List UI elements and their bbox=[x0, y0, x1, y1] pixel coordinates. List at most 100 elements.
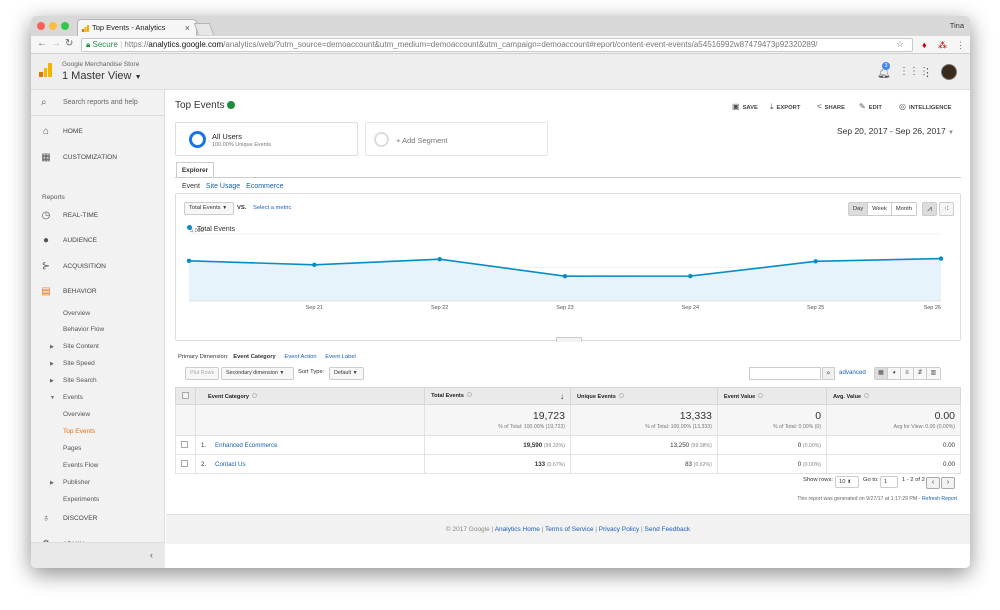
motion-chart-button[interactable]: ⁖ bbox=[939, 202, 954, 216]
sidebar-item-realtime[interactable]: ◷ REAL-TIME bbox=[31, 206, 165, 226]
export-button[interactable]: ⤓ EXPORT bbox=[770, 102, 800, 112]
subtab-site-usage[interactable]: Site Usage bbox=[205, 183, 241, 190]
performance-view-button[interactable]: ≡ bbox=[901, 368, 914, 379]
sidebar-sub-site-content[interactable]: ▶ Site Content bbox=[31, 339, 165, 355]
sidebar-search[interactable]: ⌕ Search reports and help bbox=[31, 90, 165, 116]
row-checkbox[interactable] bbox=[181, 459, 188, 467]
forward-icon[interactable]: → bbox=[51, 38, 61, 49]
help-icon[interactable] bbox=[618, 392, 624, 398]
dimension-event-label[interactable]: Event Label bbox=[325, 354, 356, 360]
view-selector[interactable]: 1 Master View ▼ bbox=[62, 70, 142, 82]
close-tab-icon[interactable]: × bbox=[184, 23, 190, 33]
select-all-checkbox[interactable] bbox=[182, 391, 189, 399]
sidebar-sub-experiments[interactable]: Experiments bbox=[31, 492, 165, 508]
prev-page-button[interactable]: ‹ bbox=[926, 477, 940, 489]
day-button[interactable]: Day bbox=[848, 203, 869, 215]
url-field[interactable]: 🔒︎ Secure | https://analytics.google.com… bbox=[81, 38, 913, 52]
new-tab-button[interactable] bbox=[193, 23, 215, 35]
sidebar-item-audience[interactable]: ● AUDIENCE bbox=[31, 231, 165, 251]
segment-all-users[interactable]: All Users 100.00% Unique Events bbox=[175, 122, 358, 156]
dimension-event-action[interactable]: Event Action bbox=[284, 354, 317, 360]
date-range-picker[interactable]: Sep 20, 2017 - Sep 26, 2017 ▼ bbox=[837, 126, 954, 136]
sidebar-item-customization[interactable]: ▦ CUSTOMIZATION bbox=[31, 148, 165, 168]
more-menu-icon[interactable]: ⋮ bbox=[922, 67, 933, 79]
show-rows-select[interactable]: 10 ⬍ bbox=[835, 476, 859, 488]
help-icon[interactable] bbox=[864, 392, 870, 398]
sidebar-sub-behavior-flow[interactable]: Behavior Flow bbox=[31, 322, 165, 338]
terms-link[interactable]: Terms of Service bbox=[545, 526, 594, 533]
sidebar-sub-site-search[interactable]: ▶ Site Search bbox=[31, 373, 165, 389]
primary-dimension-active[interactable]: Event Category bbox=[233, 354, 276, 360]
week-button[interactable]: Week bbox=[868, 203, 892, 215]
maximize-window-button[interactable] bbox=[61, 22, 69, 30]
sidebar-sub-events[interactable]: ▼ Events bbox=[31, 390, 165, 406]
sidebar-sub-top-events[interactable]: Top Events bbox=[31, 424, 165, 440]
tab-explorer[interactable]: Explorer bbox=[176, 162, 214, 178]
column-header-event-value[interactable]: Event Value bbox=[716, 387, 828, 405]
sidebar-item-discover[interactable]: ♁ DISCOVER bbox=[31, 509, 165, 529]
line-chart-button[interactable]: ⩘ bbox=[922, 202, 937, 216]
percentage-view-button[interactable]: ◕ bbox=[888, 368, 901, 379]
intelligence-button[interactable]: ◎ INTELLIGENCE bbox=[899, 102, 952, 111]
sidebar-sub-events-flow[interactable]: Events Flow bbox=[31, 458, 165, 474]
add-segment-button[interactable]: + Add Segment bbox=[365, 122, 548, 156]
profile-name[interactable]: Tina bbox=[949, 21, 964, 30]
event-category-link[interactable]: Contact Us bbox=[215, 460, 246, 468]
sidebar-sub-pages[interactable]: Pages bbox=[31, 441, 165, 457]
analytics-home-link[interactable]: Analytics Home bbox=[494, 526, 540, 533]
close-window-button[interactable] bbox=[37, 22, 45, 30]
refresh-report-link[interactable]: Refresh Report bbox=[921, 496, 957, 502]
subtab-event[interactable]: Event bbox=[182, 183, 200, 190]
bookmark-star-icon[interactable]: ☆ bbox=[896, 39, 905, 49]
help-icon[interactable] bbox=[758, 392, 764, 398]
reload-icon[interactable]: ↻ bbox=[65, 38, 74, 49]
sidebar-item-acquisition[interactable]: ⊱ ACQUISITION bbox=[31, 257, 165, 277]
edit-button[interactable]: ✎ EDIT bbox=[859, 102, 882, 111]
chart-resize-handle[interactable] bbox=[556, 337, 582, 342]
select-metric-link[interactable]: Select a metric bbox=[253, 205, 292, 211]
pivot-view-button[interactable]: ▥ bbox=[927, 368, 940, 379]
data-table-view-button[interactable]: ▦ bbox=[875, 368, 888, 379]
extension-icon[interactable]: ⁂ bbox=[938, 40, 947, 50]
browser-menu-icon[interactable]: ⋮ bbox=[956, 40, 965, 50]
comparison-view-button[interactable]: ⇵ bbox=[914, 368, 927, 379]
goto-input[interactable]: 1 bbox=[880, 476, 898, 488]
sidebar-item-behavior[interactable]: ▤ BEHAVIOR bbox=[31, 282, 165, 302]
sidebar-sub-events-overview[interactable]: Overview bbox=[31, 407, 165, 423]
event-category-link[interactable]: Enhanced Ecommerce bbox=[215, 441, 278, 449]
next-page-button[interactable]: › bbox=[941, 477, 955, 489]
row-checkbox[interactable] bbox=[181, 440, 188, 448]
analytics-logo[interactable] bbox=[39, 63, 52, 77]
column-header-event-category[interactable]: Event Category bbox=[194, 387, 426, 405]
sidebar-sub-overview[interactable]: Overview bbox=[31, 306, 165, 322]
help-icon[interactable] bbox=[252, 392, 258, 398]
save-button[interactable]: ▣ SAVE bbox=[732, 102, 758, 111]
sidebar-item-home[interactable]: ⌂ HOME bbox=[31, 122, 165, 142]
back-icon[interactable]: ← bbox=[37, 38, 47, 49]
advanced-filter-link[interactable]: advanced bbox=[839, 369, 866, 376]
sidebar-sub-site-speed[interactable]: ▶ Site Speed bbox=[31, 356, 165, 372]
browser-tab[interactable]: Top Events - Analytics × bbox=[77, 19, 197, 36]
help-icon[interactable] bbox=[466, 391, 472, 397]
sidebar-sub-publisher[interactable]: ▶ Publisher bbox=[31, 475, 165, 491]
secondary-dimension-select[interactable]: Secondary dimension ▼ bbox=[221, 367, 294, 380]
minimize-window-button[interactable] bbox=[49, 22, 57, 30]
apps-grid-icon[interactable]: ⋮⋮⋮ bbox=[899, 66, 929, 77]
property-label[interactable]: Google Merchandise Store bbox=[62, 61, 140, 68]
metric-select[interactable]: Total Events ▼ bbox=[184, 202, 234, 215]
notifications-bell-icon[interactable]: 🔔︎ bbox=[877, 67, 891, 79]
extension-icon[interactable]: ♦ bbox=[922, 40, 927, 50]
share-button[interactable]: < SHARE bbox=[817, 102, 845, 111]
column-header-unique-events[interactable]: Unique Events bbox=[569, 387, 718, 405]
month-button[interactable]: Month bbox=[895, 206, 912, 212]
sort-type-select[interactable]: Default ▼ bbox=[329, 367, 364, 380]
privacy-link[interactable]: Privacy Policy bbox=[598, 526, 640, 533]
avatar[interactable] bbox=[941, 64, 957, 80]
collapse-sidebar-button[interactable]: ‹ bbox=[31, 542, 165, 568]
column-header-avg-value[interactable]: Avg. Value bbox=[826, 387, 961, 405]
column-header-total-events[interactable]: Total Events ↓ bbox=[424, 387, 571, 405]
table-search-button[interactable]: ⌕ bbox=[822, 367, 835, 380]
send-feedback-link[interactable]: Send Feedback bbox=[644, 526, 691, 533]
table-search-input[interactable] bbox=[749, 367, 821, 380]
subtab-ecommerce[interactable]: Ecommerce bbox=[246, 183, 284, 190]
